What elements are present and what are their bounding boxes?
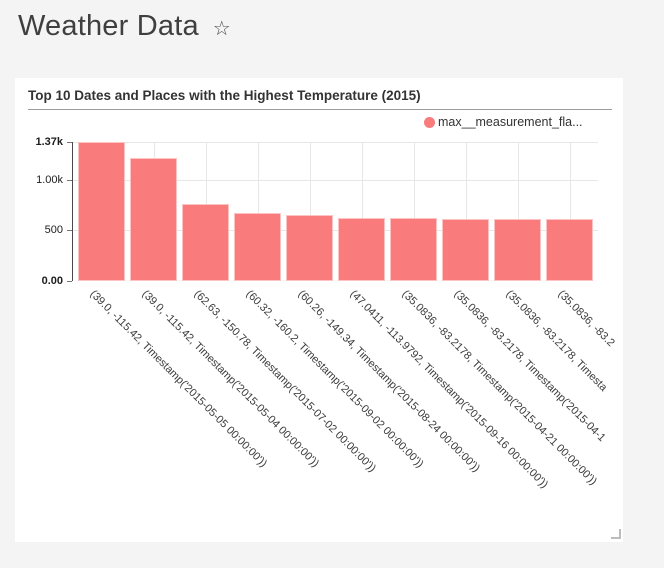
- legend-item[interactable]: max__measurement_fla...: [424, 115, 583, 129]
- page-header: Weather Data ☆: [18, 10, 231, 43]
- y-axis-tick-label: 0.00: [41, 275, 63, 287]
- panel-resize-handle-icon[interactable]: [611, 529, 621, 539]
- x-gridline: [413, 142, 415, 281]
- bar[interactable]: [494, 218, 541, 281]
- y-gridline: [72, 142, 598, 143]
- y-axis-line: [72, 142, 73, 281]
- chart-title: Top 10 Dates and Places with the Highest…: [28, 88, 421, 103]
- x-axis-tick-label: (60.26, -149.34, Timestamp('2015-08-24 0…: [295, 288, 482, 475]
- y-axis-tick-label: 1.37k: [35, 136, 63, 148]
- chart-title-divider: [28, 109, 612, 110]
- y-gridline: [72, 179, 598, 181]
- x-gridline: [309, 142, 311, 281]
- x-axis-tick-label: (39.0, -115.42, Timestamp('2015-05-04 00…: [139, 288, 321, 470]
- y-axis-tick-label: 500: [44, 224, 63, 237]
- bar[interactable]: [286, 214, 333, 281]
- x-gridline: [465, 142, 467, 281]
- bar[interactable]: [390, 218, 437, 281]
- bar[interactable]: [338, 218, 385, 281]
- x-axis-tick-label: (60.32, -160.2, Timestamp('2015-09-02 00…: [243, 288, 426, 471]
- y-gridline: [72, 230, 598, 232]
- x-axis-tick-label: (62.63, -150.78, Timestamp('2015-07-02 0…: [191, 288, 378, 475]
- favorite-star-icon[interactable]: ☆: [212, 18, 231, 40]
- x-axis-tick-label: (39.0, -115.42, Timestamp('2015-05-05 00…: [87, 288, 269, 470]
- page-title: Weather Data: [18, 10, 199, 42]
- bar[interactable]: [182, 204, 229, 281]
- x-axis-tick-label: (35.0836, -83.2178, Timestamp('2015-04-2…: [399, 288, 599, 488]
- x-axis-tick-label: (35.0836, -83.2178, Timesta: [503, 288, 609, 394]
- y-axis-tick-label: 1.00k: [36, 173, 63, 186]
- y-axis-tick: [67, 142, 72, 143]
- bar-chart-plot-area: 0.00 500 1.00k 1.37k (39.0, -115.42, Timesta…: [15, 78, 623, 542]
- x-gridline: [361, 142, 363, 281]
- y-axis-tick: [67, 179, 72, 181]
- x-gridline: [569, 142, 571, 281]
- bar[interactable]: [234, 213, 281, 281]
- legend-series-dot-icon: [424, 116, 435, 128]
- bar[interactable]: [546, 218, 593, 281]
- x-gridline: [517, 142, 519, 281]
- bar[interactable]: [130, 158, 177, 281]
- bar[interactable]: [442, 218, 489, 281]
- y-axis-tick: [67, 230, 72, 232]
- bar[interactable]: [78, 142, 125, 281]
- chart-card: Top 10 Dates and Places with the Highest…: [15, 78, 623, 542]
- x-axis-tick-label: (47.0411, -113.9792, Timestamp('2015-09-…: [347, 288, 550, 491]
- y-axis-tick: [67, 281, 72, 282]
- x-gridline: [257, 142, 259, 281]
- legend-series-label: max__measurement_fla...: [438, 115, 583, 129]
